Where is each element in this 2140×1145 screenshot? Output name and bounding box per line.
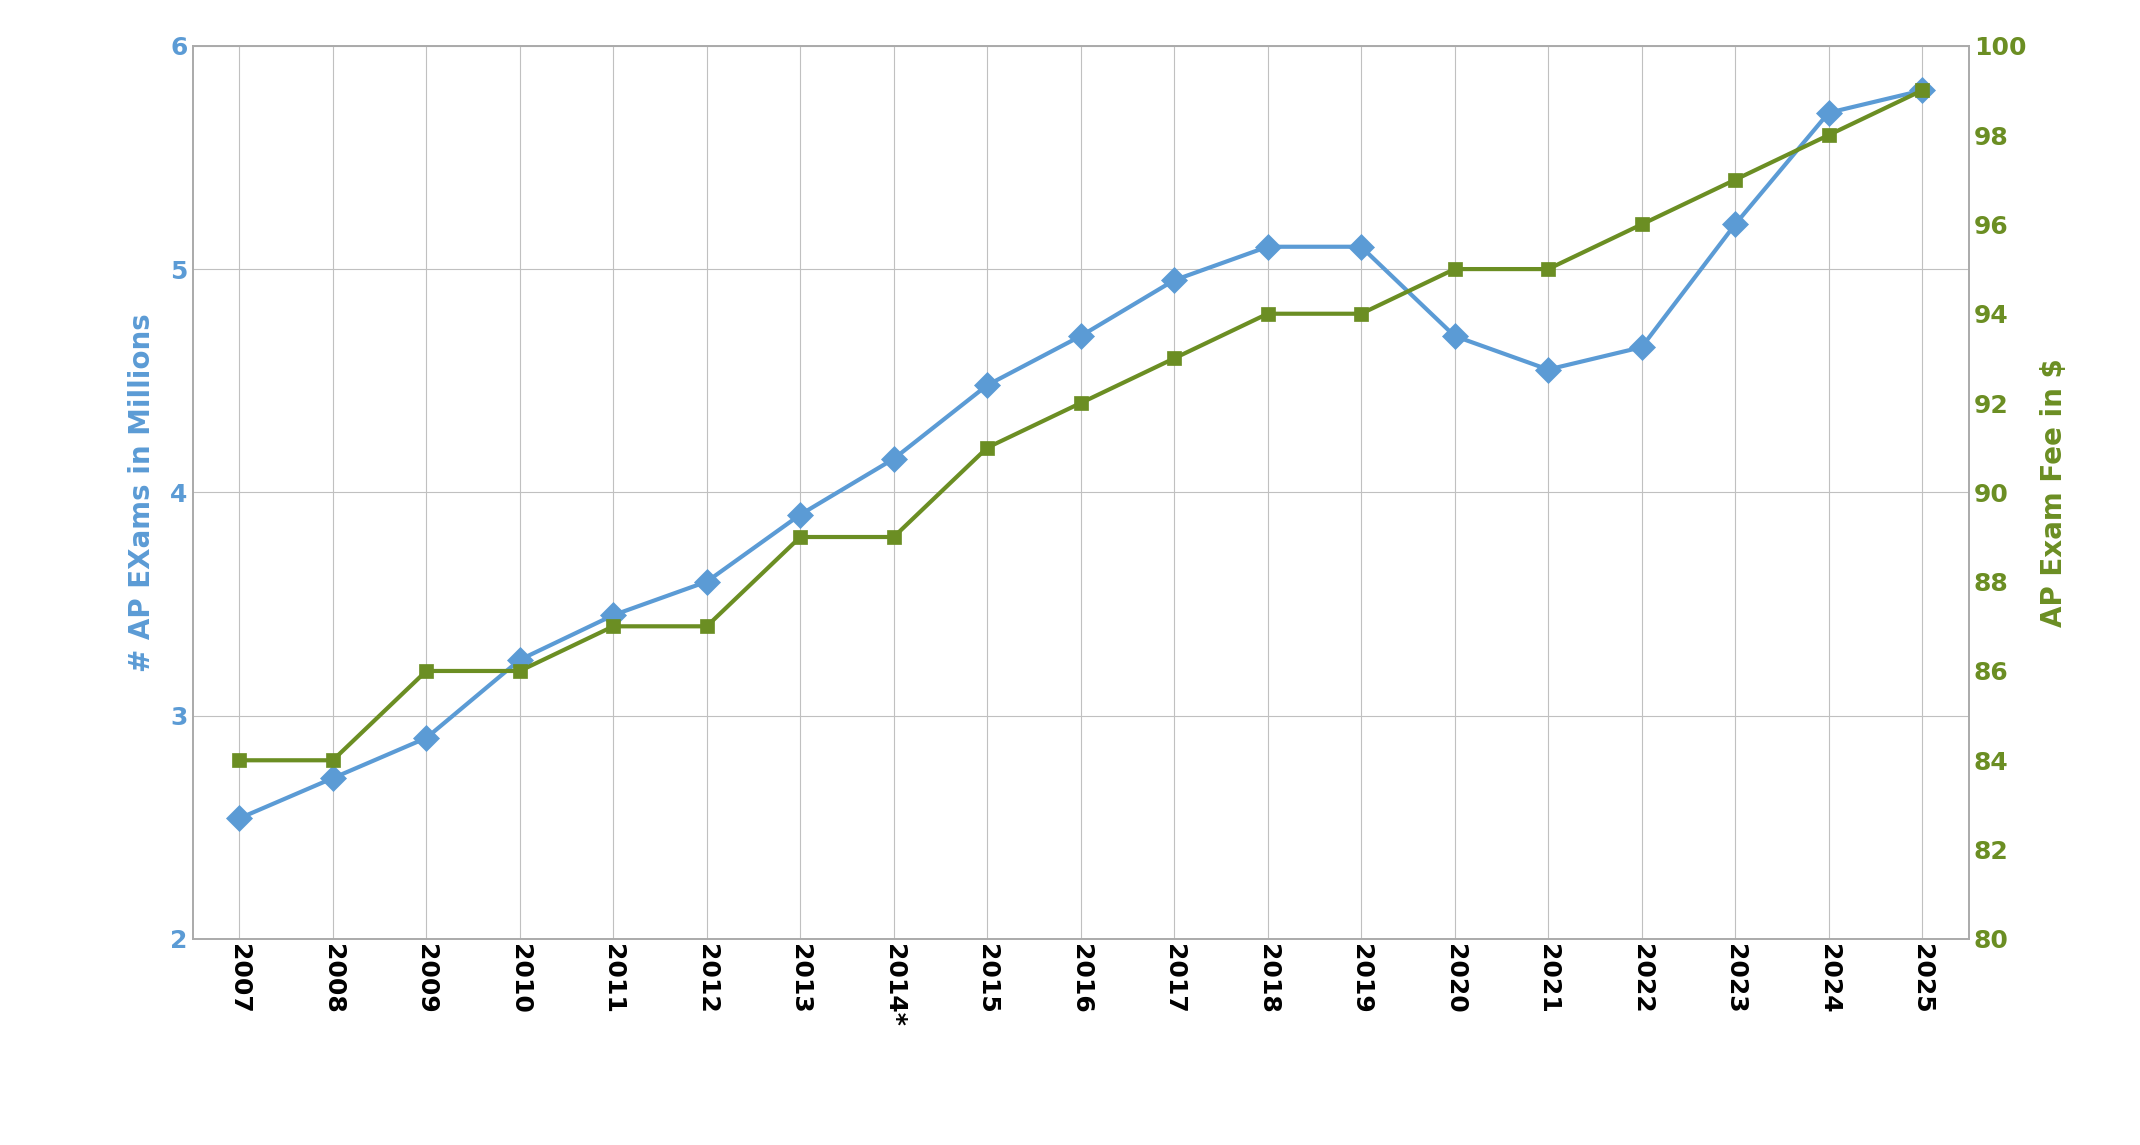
Y-axis label: AP Exam Fee in $: AP Exam Fee in $ (2039, 358, 2067, 626)
Y-axis label: # AP EXams in Millions: # AP EXams in Millions (128, 313, 156, 672)
